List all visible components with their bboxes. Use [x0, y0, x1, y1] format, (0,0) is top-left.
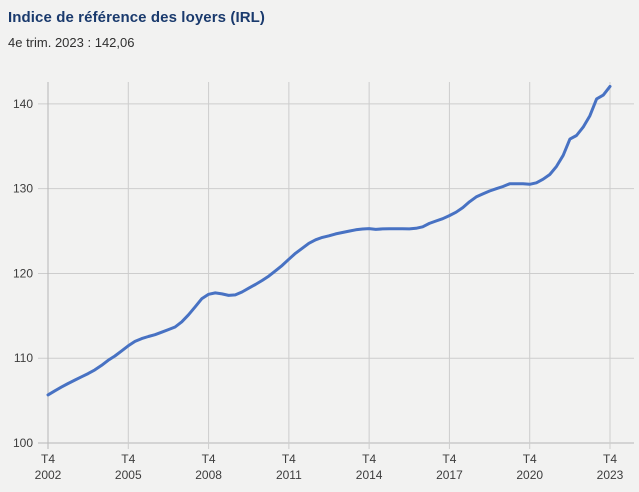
x-axis-tick-label-year: 2002	[35, 468, 62, 482]
y-axis-tick-label: 110	[14, 351, 33, 365]
x-axis-tick-label-year: 2014	[356, 468, 383, 482]
y-axis-tick-label: 120	[13, 266, 33, 280]
x-axis-tick-label-quarter: T4	[603, 452, 617, 466]
chart-subtitle-latest-value: 4e trim. 2023 : 142,06	[8, 35, 135, 50]
x-axis-tick-label-year: 2023	[597, 468, 624, 482]
irl-series-line[interactable]	[46, 84, 612, 397]
x-axis-tick-label-quarter: T4	[282, 452, 296, 466]
x-axis-tick-label-year: 2020	[516, 468, 543, 482]
y-axis-tick-label: 130	[13, 182, 33, 196]
y-axis-tick-label: 100	[13, 436, 33, 450]
x-axis-tick-label-year: 2017	[436, 468, 463, 482]
x-axis-tick-label-year: 2008	[195, 468, 222, 482]
x-axis-tick-label-year: 2005	[115, 468, 142, 482]
x-axis-tick-label-year: 2011	[276, 468, 302, 482]
x-axis-tick-label-quarter: T4	[202, 452, 216, 466]
chart-title: Indice de référence des loyers (IRL)	[8, 9, 266, 26]
x-axis-tick-label-quarter: T4	[362, 452, 376, 466]
x-axis-tick-label-quarter: T4	[121, 452, 135, 466]
x-axis-tick-label-quarter: T4	[41, 452, 55, 466]
x-axis-tick-label-quarter: T4	[442, 452, 456, 466]
irl-line-chart[interactable]: 100 110 120 130 140 T4 2002 T4 2005 T4 2008 T4 2011 T…	[0, 60, 639, 492]
y-axis-tick-label: 140	[13, 97, 33, 111]
x-axis-tick-label-quarter: T4	[523, 452, 537, 466]
